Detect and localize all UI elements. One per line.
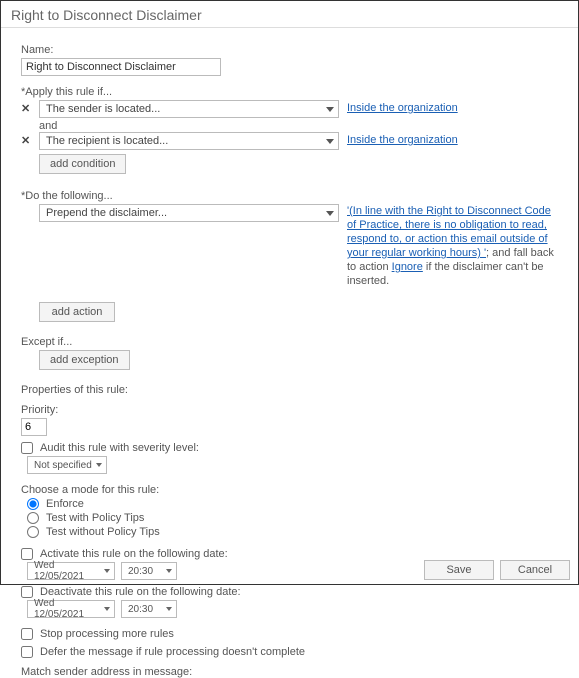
action-description: '(In line with the Right to Disconnect C… bbox=[347, 204, 558, 288]
mode-test-tips-label: Test with Policy Tips bbox=[46, 512, 144, 524]
priority-label: Priority: bbox=[21, 404, 558, 416]
chevron-down-icon bbox=[104, 569, 110, 573]
audit-severity-select[interactable]: Not specified bbox=[27, 456, 107, 474]
mode-enforce-radio[interactable] bbox=[27, 498, 39, 510]
chevron-down-icon bbox=[326, 107, 334, 112]
add-action-button[interactable]: add action bbox=[39, 302, 115, 322]
properties-label: Properties of this rule: bbox=[21, 384, 558, 396]
main-content: Name: Apply this rule if... ✕ The sender… bbox=[1, 28, 578, 678]
chevron-down-icon bbox=[166, 569, 172, 573]
deactivate-time-select[interactable]: 20:30 bbox=[121, 600, 177, 618]
activate-label: Activate this rule on the following date… bbox=[40, 548, 228, 560]
except-label: Except if... bbox=[21, 336, 558, 348]
deactivate-checkbox[interactable] bbox=[21, 586, 33, 598]
action-select[interactable]: Prepend the disclaimer... bbox=[39, 204, 339, 222]
name-label: Name: bbox=[21, 44, 558, 56]
fallback-link[interactable]: Ignore bbox=[392, 261, 423, 273]
audit-checkbox[interactable] bbox=[21, 442, 33, 454]
stop-processing-checkbox[interactable] bbox=[21, 628, 33, 640]
save-button[interactable]: Save bbox=[424, 560, 494, 580]
priority-input[interactable] bbox=[21, 418, 47, 436]
activate-date-text: Wed 12/05/2021 bbox=[34, 560, 104, 582]
deactivate-label: Deactivate this rule on the following da… bbox=[40, 586, 241, 598]
condition-select-recipient[interactable]: The recipient is located... bbox=[39, 132, 339, 150]
activate-time-select[interactable]: 20:30 bbox=[121, 562, 177, 580]
condition-value-link[interactable]: Inside the organization bbox=[347, 132, 458, 148]
condition-select-text: The sender is located... bbox=[46, 103, 160, 115]
condition-value-link[interactable]: Inside the organization bbox=[347, 100, 458, 116]
match-sender-label: Match sender address in message: bbox=[21, 666, 558, 678]
chevron-down-icon bbox=[326, 211, 334, 216]
action-select-text: Prepend the disclaimer... bbox=[46, 207, 167, 219]
apply-label: Apply this rule if... bbox=[21, 86, 558, 98]
chevron-down-icon bbox=[104, 607, 110, 611]
cancel-button[interactable]: Cancel bbox=[500, 560, 570, 580]
audit-label: Audit this rule with severity level: bbox=[40, 442, 199, 454]
mode-test-notips-label: Test without Policy Tips bbox=[46, 526, 160, 538]
do-label: Do the following... bbox=[21, 190, 558, 202]
add-condition-button[interactable]: add condition bbox=[39, 154, 126, 174]
name-input[interactable] bbox=[21, 58, 221, 76]
chevron-down-icon bbox=[166, 607, 172, 611]
stop-processing-label: Stop processing more rules bbox=[40, 628, 174, 640]
chevron-down-icon bbox=[326, 139, 334, 144]
activate-checkbox[interactable] bbox=[21, 548, 33, 560]
deactivate-date-text: Wed 12/05/2021 bbox=[34, 598, 104, 620]
window-title: Right to Disconnect Disclaimer bbox=[1, 1, 578, 28]
and-label: and bbox=[39, 120, 558, 132]
activate-time-text: 20:30 bbox=[128, 566, 153, 577]
deactivate-date-select[interactable]: Wed 12/05/2021 bbox=[27, 600, 115, 618]
deactivate-time-text: 20:30 bbox=[128, 604, 153, 615]
activate-date-select[interactable]: Wed 12/05/2021 bbox=[27, 562, 115, 580]
defer-label: Defer the message if rule processing doe… bbox=[40, 646, 305, 658]
chevron-down-icon bbox=[96, 463, 102, 467]
mode-label: Choose a mode for this rule: bbox=[21, 484, 558, 496]
footer-buttons: Save Cancel bbox=[424, 560, 570, 580]
condition-select-sender[interactable]: The sender is located... bbox=[39, 100, 339, 118]
add-exception-button[interactable]: add exception bbox=[39, 350, 130, 370]
mode-enforce-label: Enforce bbox=[46, 498, 84, 510]
audit-severity-text: Not specified bbox=[34, 460, 92, 471]
defer-checkbox[interactable] bbox=[21, 646, 33, 658]
remove-condition-icon[interactable]: ✕ bbox=[21, 100, 31, 118]
condition-select-text: The recipient is located... bbox=[46, 135, 168, 147]
remove-condition-icon[interactable]: ✕ bbox=[21, 132, 31, 150]
mode-test-tips-radio[interactable] bbox=[27, 512, 39, 524]
mode-test-notips-radio[interactable] bbox=[27, 526, 39, 538]
